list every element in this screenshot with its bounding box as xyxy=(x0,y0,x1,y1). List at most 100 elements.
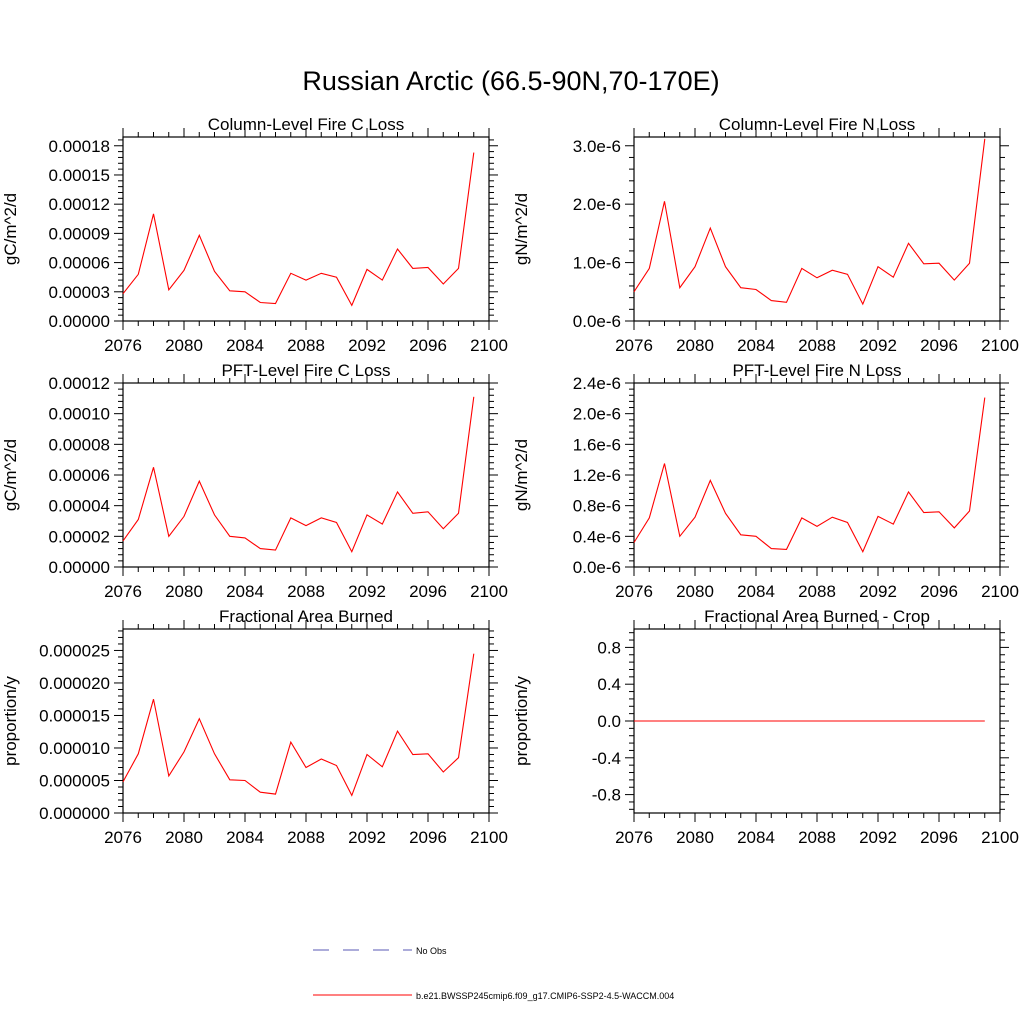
y-tick-label: 0.00010 xyxy=(49,405,110,424)
x-tick-label: 2096 xyxy=(409,828,447,847)
figure-title: Russian Arctic (66.5-90N,70-170E) xyxy=(302,66,719,96)
x-tick-label: 2084 xyxy=(737,582,775,601)
y-tick-label: 3.0e-6 xyxy=(573,137,621,156)
x-tick-label: 2096 xyxy=(920,336,958,355)
panel-title: PFT-Level Fire C Loss xyxy=(221,361,390,380)
x-tick-label: 2100 xyxy=(470,336,508,355)
x-tick-label: 2080 xyxy=(165,828,203,847)
y-tick-label: 0.000005 xyxy=(39,771,110,790)
chart-panel: PFT-Level Fire C Loss gC/m^2/d 2076 2080 208… xyxy=(1,361,508,601)
y-tick-label: 2.0e-6 xyxy=(573,405,621,424)
plot-frame xyxy=(633,136,1001,322)
chart-panel: Column-Level Fire N Loss gN/m^2/d 2076 2080… xyxy=(512,115,1019,355)
x-tick-label: 2084 xyxy=(226,828,264,847)
y-axis-label: gN/m^2/d xyxy=(512,193,531,265)
series-line xyxy=(122,152,475,307)
y-tick-label: 1.6e-6 xyxy=(573,435,621,454)
x-tick-label: 2088 xyxy=(798,828,836,847)
y-tick-label: 0.8e-6 xyxy=(573,497,621,516)
y-tick-label: 2.4e-6 xyxy=(573,374,621,393)
x-tick-label: 2096 xyxy=(920,582,958,601)
x-tick-label: 2076 xyxy=(104,828,142,847)
y-tick-label: -0.4 xyxy=(592,749,621,768)
y-tick-label: 0.0e-6 xyxy=(573,312,621,331)
panel-title: Fractional Area Burned xyxy=(219,607,393,626)
series-line xyxy=(633,138,986,306)
x-tick-label: 2096 xyxy=(409,582,447,601)
x-tick-label: 2084 xyxy=(226,336,264,355)
y-axis-label: proportion/y xyxy=(1,676,20,766)
y-tick-label: 0.00004 xyxy=(49,497,110,516)
plot-frame xyxy=(122,136,490,322)
y-axis-label: gN/m^2/d xyxy=(512,439,531,511)
y-tick-label: 1.0e-6 xyxy=(573,254,621,273)
x-tick-label: 2100 xyxy=(981,828,1019,847)
legend-label: No Obs xyxy=(416,946,447,956)
series-line xyxy=(122,396,475,553)
x-tick-label: 2076 xyxy=(615,828,653,847)
plot-frame xyxy=(122,628,490,814)
y-tick-label: -0.8 xyxy=(592,786,621,805)
x-tick-label: 2092 xyxy=(348,336,386,355)
y-tick-label: 0.000020 xyxy=(39,674,110,693)
y-tick-label: 0.00006 xyxy=(49,254,110,273)
chart-panel: Column-Level Fire C Loss gC/m^2/d 2076 2080… xyxy=(1,115,508,355)
x-tick-label: 2096 xyxy=(409,336,447,355)
chart-panel: Fractional Area Burned proportion/y 2076 20… xyxy=(1,607,508,847)
plot-frame xyxy=(633,382,1001,568)
series-line xyxy=(633,397,986,553)
y-tick-label: 0.00018 xyxy=(49,137,110,156)
chart-panels: Column-Level Fire C Loss gC/m^2/d 2076 2080… xyxy=(1,115,1019,847)
x-tick-label: 2100 xyxy=(981,336,1019,355)
legend-label: b.e21.BWSSP245cmip6.f09_g17.CMIP6-SSP2-4… xyxy=(416,991,674,1001)
y-tick-label: 0.000000 xyxy=(39,804,110,823)
x-tick-label: 2092 xyxy=(348,828,386,847)
y-tick-label: 0.000015 xyxy=(39,706,110,725)
x-tick-label: 2100 xyxy=(470,582,508,601)
y-tick-label: 0.0e-6 xyxy=(573,558,621,577)
x-tick-label: 2076 xyxy=(104,336,142,355)
x-tick-label: 2080 xyxy=(676,582,714,601)
y-tick-label: 0.00009 xyxy=(49,224,110,243)
y-tick-label: 1.2e-6 xyxy=(573,466,621,485)
x-tick-label: 2096 xyxy=(920,828,958,847)
y-tick-label: 0.000010 xyxy=(39,739,110,758)
y-axis-label: gC/m^2/d xyxy=(1,193,20,265)
series-line xyxy=(122,653,475,797)
y-tick-label: 2.0e-6 xyxy=(573,195,621,214)
x-tick-label: 2092 xyxy=(859,828,897,847)
y-tick-label: 0.00006 xyxy=(49,466,110,485)
x-tick-label: 2100 xyxy=(981,582,1019,601)
x-tick-label: 2076 xyxy=(615,582,653,601)
y-tick-label: 0.00008 xyxy=(49,435,110,454)
x-tick-label: 2088 xyxy=(287,582,325,601)
chart-panel: PFT-Level Fire N Loss gN/m^2/d 2076 2080 208… xyxy=(512,361,1019,601)
y-tick-label: 0.4 xyxy=(597,675,621,694)
y-tick-label: 0.000025 xyxy=(39,641,110,660)
y-tick-label: 0.00012 xyxy=(49,195,110,214)
x-tick-label: 2084 xyxy=(737,336,775,355)
y-axis-label: gC/m^2/d xyxy=(1,439,20,511)
x-tick-label: 2080 xyxy=(676,828,714,847)
panel-title: Column-Level Fire C Loss xyxy=(208,115,405,134)
y-tick-label: 0.00000 xyxy=(49,558,110,577)
x-tick-label: 2084 xyxy=(226,582,264,601)
x-tick-label: 2088 xyxy=(287,828,325,847)
x-tick-label: 2092 xyxy=(348,582,386,601)
x-tick-label: 2092 xyxy=(859,336,897,355)
y-tick-label: 0.00003 xyxy=(49,283,110,302)
x-tick-label: 2076 xyxy=(615,336,653,355)
y-tick-label: 0.00015 xyxy=(49,166,110,185)
panel-title: Fractional Area Burned - Crop xyxy=(704,607,930,626)
x-tick-label: 2080 xyxy=(676,336,714,355)
figure-legend: No Obs b.e21.BWSSP245cmip6.f09_g17.CMIP6-… xyxy=(313,946,674,1001)
x-tick-label: 2088 xyxy=(798,582,836,601)
y-axis-label: proportion/y xyxy=(512,676,531,766)
y-tick-label: 0.0 xyxy=(597,712,621,731)
y-tick-label: 0.00012 xyxy=(49,374,110,393)
x-tick-label: 2088 xyxy=(287,336,325,355)
x-tick-label: 2080 xyxy=(165,336,203,355)
chart-panel: Fractional Area Burned - Crop proportion/… xyxy=(512,607,1019,847)
y-tick-label: 0.4e-6 xyxy=(573,527,621,546)
